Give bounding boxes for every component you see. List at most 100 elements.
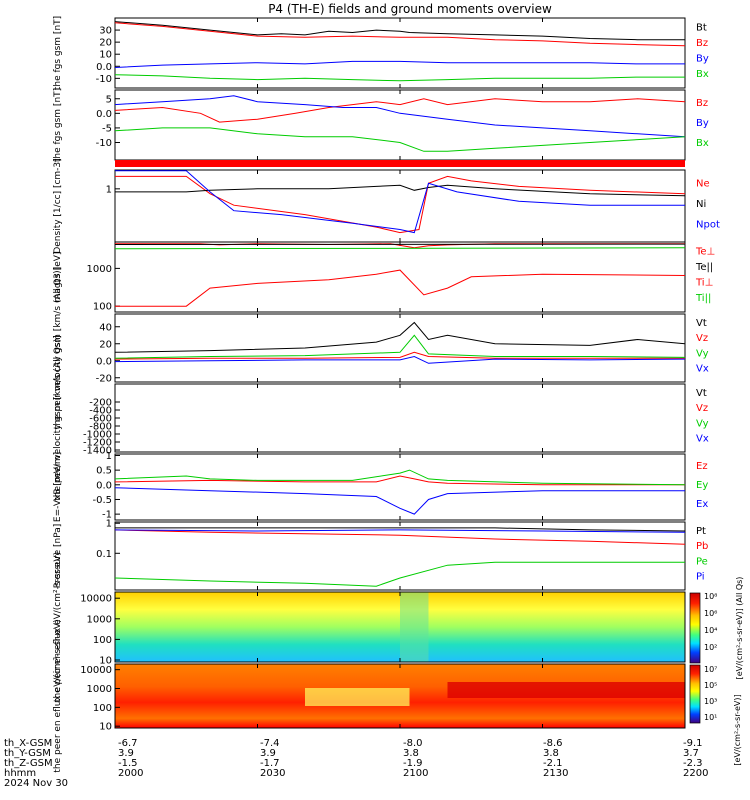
legend-entry: Ne bbox=[696, 178, 710, 189]
series-line-by bbox=[114, 60, 685, 68]
y-tick-label: 30 bbox=[99, 26, 112, 37]
footer-x-gsm: -8.0 bbox=[403, 738, 423, 749]
panel-frame bbox=[114, 313, 686, 383]
panel-frame bbox=[114, 169, 686, 243]
series-line-vt bbox=[114, 321, 686, 353]
legend-entry: Vy bbox=[696, 348, 709, 359]
series-line-bz bbox=[114, 22, 686, 47]
series-line-vz bbox=[114, 351, 685, 360]
legend-entry: Vt bbox=[696, 318, 707, 329]
series-line-ni bbox=[115, 184, 686, 197]
legend-entry: Ex bbox=[696, 499, 708, 510]
series-line-bt bbox=[114, 21, 685, 41]
y-axis-label: magt3 [eV] bbox=[53, 252, 63, 303]
y-tick-label: -10 bbox=[96, 138, 112, 149]
legend-entry: By bbox=[696, 118, 709, 129]
legend-entry: Vt bbox=[696, 388, 707, 399]
y-tick-label: 0.0 bbox=[96, 62, 112, 73]
series-line-vx bbox=[114, 355, 686, 364]
legend-entry: Te⊥ bbox=[695, 246, 715, 257]
legend-entry: Te|| bbox=[695, 262, 713, 273]
y-tick-label: -20 bbox=[96, 373, 112, 384]
y-tick-label: 1 bbox=[106, 451, 112, 462]
y-tick-label: -0.5 bbox=[92, 495, 112, 506]
y-axis-label: the fgs gsm [nT] bbox=[53, 16, 63, 90]
panel-frame bbox=[114, 383, 686, 453]
y-tick-label: 0.0 bbox=[96, 356, 112, 367]
footer-y-gsm: 3.8 bbox=[543, 748, 559, 759]
y-axis-label: the peer en eflux eV/(cm²-s-sr-eV) bbox=[53, 619, 63, 772]
legend-entry: Pb bbox=[696, 541, 708, 552]
colorbar-1-label: [eV/(cm²-s-sr-eV)] (All Qs) bbox=[735, 577, 744, 680]
legend-entry: Bz bbox=[696, 98, 708, 109]
legend-entry: Pe bbox=[696, 556, 708, 567]
series-line-pe bbox=[114, 561, 685, 587]
panel-frame bbox=[114, 453, 686, 521]
colorbar-2-label: [eV/(cm²-s-sr-eV)] bbox=[733, 694, 742, 765]
colorbar-2-tick: 10³ bbox=[704, 697, 717, 706]
legend-entry: Vy bbox=[696, 418, 709, 429]
y-tick-label: -1000 bbox=[83, 430, 112, 441]
footer-y-gsm: 3.9 bbox=[260, 748, 276, 759]
footer-x-gsm: -8.6 bbox=[543, 738, 563, 749]
y-axis-label: Density [1/cc] [cm-3] bbox=[53, 158, 63, 253]
colorbar-1-tick: 10² bbox=[704, 643, 717, 652]
y-tick-label: -5 bbox=[102, 123, 112, 134]
legend-entry: Vx bbox=[696, 433, 709, 444]
footer-table: th_X-GSM th_Y-GSM th_Z-GSM hhmm 2024 Nov… bbox=[4, 738, 708, 789]
footer-z-gsm: -1.7 bbox=[260, 758, 280, 769]
y-axis-label: Pressure [nPa] bbox=[53, 524, 63, 589]
panel-frame bbox=[114, 89, 686, 161]
y-tick-label: -600 bbox=[89, 414, 112, 425]
colorbar-2-tick: 10¹ bbox=[704, 713, 717, 722]
footer-hhmm: 2100 bbox=[403, 768, 428, 779]
footer-z-gsm: -1.5 bbox=[118, 758, 138, 769]
footer-z-gsm: -2.1 bbox=[543, 758, 563, 769]
footer-hhmm: 2000 bbox=[118, 768, 143, 779]
y-tick-label: -1400 bbox=[83, 446, 112, 457]
y-tick-label: 10000 bbox=[80, 665, 112, 676]
y-tick-label: -400 bbox=[89, 406, 112, 417]
y-tick-label: 20 bbox=[99, 339, 112, 350]
y-axis-label: the peer velocity gsm [km/s (All Qs)] bbox=[53, 335, 63, 500]
panel-frame bbox=[114, 241, 686, 313]
spectrogram-feature bbox=[447, 682, 685, 698]
series-line-by bbox=[114, 95, 686, 138]
colorbar-1-tick: 10⁶ bbox=[704, 609, 717, 618]
footer-y-gsm: 3.9 bbox=[118, 748, 134, 759]
y-tick-label: -10 bbox=[96, 74, 112, 85]
series-line-npot bbox=[115, 170, 685, 234]
y-tick-label: 1000 bbox=[87, 614, 112, 625]
colorbar-1-tick: 10⁸ bbox=[704, 592, 717, 601]
y-tick-label: 0.1 bbox=[96, 549, 112, 560]
colorbar-2: 10⁷ 10⁵ 10³ 10¹ [eV/(cm²-s-sr-eV)] bbox=[689, 664, 742, 766]
footer-row-label: hhmm bbox=[4, 768, 36, 779]
y-tick-label: 5 bbox=[106, 94, 112, 105]
y-tick-label: 10 bbox=[99, 656, 112, 667]
legend-entry: Vz bbox=[696, 403, 708, 414]
legend-entry: Bz bbox=[696, 38, 708, 49]
y-tick-label: 0.0 bbox=[96, 109, 112, 120]
colorbar-1-tick: 10⁴ bbox=[704, 626, 717, 635]
y-tick-label: 100 bbox=[93, 635, 112, 646]
y-tick-label: -1200 bbox=[83, 438, 112, 449]
y-tick-label: 1000 bbox=[87, 684, 112, 695]
spectrogram-feature bbox=[400, 592, 429, 662]
colorbar-1: 10⁸ 10⁶ 10⁴ 10² [eV/(cm²-s-sr-eV)] (All … bbox=[689, 577, 744, 680]
legend-entry: By bbox=[696, 54, 709, 65]
legend-entry: Ti|| bbox=[695, 293, 711, 304]
spectrogram-feature bbox=[305, 688, 410, 706]
footer-x-gsm: -7.4 bbox=[260, 738, 280, 749]
y-axis-label: the peir en eflux eV/(cm²-s-sr-eV) bbox=[53, 552, 63, 702]
series-line-ti bbox=[114, 247, 686, 250]
footer-row-label: th_Y-GSM bbox=[4, 748, 51, 759]
chart-title: P4 (TH-E) fields and ground moments over… bbox=[268, 2, 552, 16]
footer-y-gsm: 3.8 bbox=[403, 748, 419, 759]
footer-hhmm: 2030 bbox=[260, 768, 285, 779]
footer-hhmm: 2200 bbox=[683, 768, 708, 779]
series-line-bx bbox=[114, 127, 686, 152]
y-tick-label: 1 bbox=[106, 519, 112, 530]
footer-row-label: th_Z-GSM bbox=[4, 758, 53, 769]
y-tick-label: -200 bbox=[89, 398, 112, 409]
y-axis-label: the peir velocity gsm [km/s (All Qs)] bbox=[53, 267, 63, 429]
